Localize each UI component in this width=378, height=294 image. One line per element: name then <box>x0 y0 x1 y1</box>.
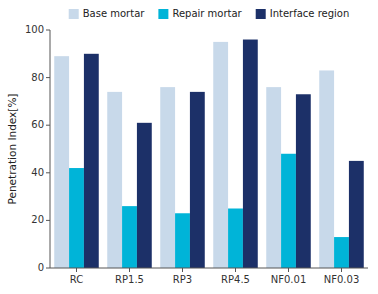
bar <box>213 42 228 268</box>
y-tick-label: 0 <box>38 262 44 273</box>
x-tick-label: RP4.5 <box>221 274 250 285</box>
bar <box>266 87 281 268</box>
x-tick <box>235 268 236 272</box>
y-tick-label: 20 <box>31 214 44 225</box>
y-tick <box>46 172 50 173</box>
y-tick <box>46 30 50 31</box>
y-tick <box>46 220 50 221</box>
bar <box>175 213 190 268</box>
legend-item: Base mortar <box>69 8 146 19</box>
y-tick-label: 80 <box>31 72 44 83</box>
legend-swatch <box>256 9 266 19</box>
bar <box>228 209 243 269</box>
legend-swatch <box>158 9 168 19</box>
y-axis-line <box>50 30 51 268</box>
x-tick-label: RP3 <box>173 274 192 285</box>
legend-label: Interface region <box>270 8 350 19</box>
x-tick-label: RP1.5 <box>115 274 144 285</box>
chart: 020406080100Penetration Index[%]RCRP1.5R… <box>0 0 378 294</box>
bar <box>349 161 364 268</box>
legend-item: Interface region <box>256 8 350 19</box>
bar <box>107 92 122 268</box>
legend-label: Repair mortar <box>172 8 242 19</box>
x-tick <box>129 268 130 272</box>
bar <box>84 54 99 268</box>
x-axis-line <box>50 268 368 269</box>
x-axis: RC RP1.5 RP3 RP4.5 NF0.01 NF0.03 <box>70 268 359 285</box>
legend-swatch <box>69 9 79 19</box>
y-tick <box>46 268 50 269</box>
bar <box>190 92 205 268</box>
bar <box>281 154 296 268</box>
y-tick <box>46 77 50 78</box>
x-tick <box>341 268 342 272</box>
y-tick-label: 100 <box>25 24 44 35</box>
bar <box>243 40 258 268</box>
x-tick-label: NF0.03 <box>324 274 360 285</box>
chart-container: 020406080100Penetration Index[%]RCRP1.5R… <box>0 0 378 294</box>
bar <box>54 56 69 268</box>
bar <box>296 94 311 268</box>
bar <box>137 123 152 268</box>
x-tick <box>288 268 289 272</box>
y-axis: 0 20 40 60 80 100 <box>25 24 50 273</box>
y-tick-label: 60 <box>31 119 44 130</box>
legend-item: Repair mortar <box>158 8 242 19</box>
x-tick <box>76 268 77 272</box>
y-axis-label: Penetration Index[%] <box>6 94 18 205</box>
bar <box>122 206 137 268</box>
legend: Base mortar Repair mortar Interface region <box>69 8 350 19</box>
bar <box>69 168 84 268</box>
bars <box>54 40 364 268</box>
bar <box>160 87 175 268</box>
x-tick-label: RC <box>70 274 83 285</box>
y-tick-label: 40 <box>31 167 44 178</box>
x-tick-label: NF0.01 <box>271 274 307 285</box>
x-tick <box>182 268 183 272</box>
bar <box>334 237 349 268</box>
y-tick <box>46 125 50 126</box>
legend-label: Base mortar <box>83 8 146 19</box>
bar <box>319 70 334 268</box>
